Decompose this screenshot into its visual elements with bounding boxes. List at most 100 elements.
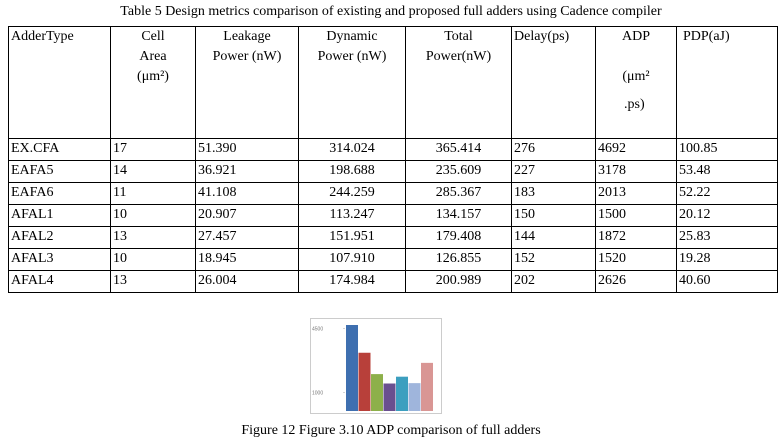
header-cell: Leakage Power (nW) xyxy=(195,26,299,139)
header-line: Dynamic xyxy=(326,29,378,44)
header-line: ADP xyxy=(621,29,650,44)
header-cell: Delay(ps) xyxy=(511,26,596,139)
cell: 52.22 xyxy=(676,182,778,205)
cell: 4692 xyxy=(595,138,677,161)
header-line: Area xyxy=(139,49,167,64)
cell: 41.108 xyxy=(195,182,299,205)
header-cell: Cell Area (μm²) xyxy=(110,26,196,139)
cell: 365.414 xyxy=(405,138,512,161)
cell: 235.609 xyxy=(405,160,512,183)
cell: 276 xyxy=(511,138,596,161)
cell: 17 xyxy=(110,138,196,161)
cell: 53.48 xyxy=(676,160,778,183)
cell: 40.60 xyxy=(676,270,778,293)
header-cell: ADP (μm² .ps) xyxy=(595,26,677,139)
cell: 227 xyxy=(511,160,596,183)
cell: 20.907 xyxy=(195,204,299,227)
data-row: AFAL4 13 26.004 174.984 200.989 202 2626 40.60 xyxy=(8,270,778,293)
cell: 107.910 xyxy=(298,248,406,271)
cell: AFAL1 xyxy=(8,204,111,227)
header-cell: AdderType xyxy=(8,26,111,139)
header-line: Total xyxy=(444,29,473,44)
cell: 144 xyxy=(511,226,596,249)
header-line: Leakage xyxy=(223,29,271,44)
bar xyxy=(358,352,371,411)
cell: AFAL2 xyxy=(8,226,111,249)
data-row: AFAL2 13 27.457 151.951 179.408 144 1872 25.83 xyxy=(8,226,778,249)
cell: 10 xyxy=(110,248,196,271)
header-cell: Total Power(nW) xyxy=(405,26,512,139)
cell: 1520 xyxy=(595,248,677,271)
header-line: Delay(ps) xyxy=(514,29,570,44)
bar xyxy=(396,376,408,411)
cell: 244.259 xyxy=(298,182,406,205)
y-tick-label: 4500 xyxy=(312,327,323,333)
data-row: EX.CFA 17 51.390 314.024 365.414 276 4692 100.8… xyxy=(8,138,778,161)
cell: 179.408 xyxy=(405,226,512,249)
header-line: Power (nW) xyxy=(317,49,387,64)
cell: EAFA5 xyxy=(8,160,111,183)
cell: 20.12 xyxy=(676,204,778,227)
table-caption: Table 5 Design metrics comparison of exi… xyxy=(120,4,662,19)
cell: 134.157 xyxy=(405,204,512,227)
header-line: AdderType xyxy=(11,29,74,44)
adp-chart: 45001000EX.CFEAFA6AFAL xyxy=(310,318,442,414)
metrics-table: AdderType Cell Area (μm²) Leakage Power (nW) D… xyxy=(8,26,778,293)
cell: 11 xyxy=(110,182,196,205)
bar xyxy=(383,383,396,411)
cell: 113.247 xyxy=(298,204,406,227)
cell: 13 xyxy=(110,226,196,249)
cell: 3178 xyxy=(595,160,677,183)
cell: 36.921 xyxy=(195,160,299,183)
cell: AFAL3 xyxy=(8,248,111,271)
cell: EAFA6 xyxy=(8,182,111,205)
cell: 150 xyxy=(511,204,596,227)
cell: 25.83 xyxy=(676,226,778,249)
cell: 13 xyxy=(110,270,196,293)
cell: 200.989 xyxy=(405,270,512,293)
cell: 174.984 xyxy=(298,270,406,293)
cell: 18.945 xyxy=(195,248,299,271)
cell: 285.367 xyxy=(405,182,512,205)
cell: 26.004 xyxy=(195,270,299,293)
data-row: AFAL3 10 18.945 107.910 126.855 152 1520 19.28 xyxy=(8,248,778,271)
cell: 198.688 xyxy=(298,160,406,183)
cell: AFAL4 xyxy=(8,270,111,293)
bar xyxy=(421,362,433,411)
cell: 151.951 xyxy=(298,226,406,249)
bar xyxy=(408,383,421,411)
bar xyxy=(346,325,358,411)
cell: 100.85 xyxy=(676,138,778,161)
header-line: Power (nW) xyxy=(212,49,282,64)
bar xyxy=(371,374,383,411)
data-row: EAFA5 14 36.921 198.688 235.609 227 3178 53.48 xyxy=(8,160,778,183)
cell: 314.024 xyxy=(298,138,406,161)
cell: 183 xyxy=(511,182,596,205)
header-cell: Dynamic Power (nW) xyxy=(298,26,406,139)
header-line: Cell xyxy=(141,29,165,44)
cell: 126.855 xyxy=(405,248,512,271)
data-row: EAFA6 11 41.108 244.259 285.367 183 2013 52.22 xyxy=(8,182,778,205)
header-line: Power(nW) xyxy=(425,49,492,64)
header-line: PDP(aJ) xyxy=(683,29,730,44)
y-tick-label: 1000 xyxy=(312,391,323,397)
header-cell: PDP(aJ) xyxy=(676,26,778,139)
cell: 2013 xyxy=(595,182,677,205)
cell: 1872 xyxy=(595,226,677,249)
header-line: .ps) xyxy=(624,97,645,112)
cell: 51.390 xyxy=(195,138,299,161)
cell: EX.CFA xyxy=(8,138,111,161)
header-line: (μm² xyxy=(622,69,650,84)
header-line: (μm²) xyxy=(137,69,169,84)
header-row: AdderType Cell Area (μm²) Leakage Power (nW) D… xyxy=(8,26,778,139)
cell: 152 xyxy=(511,248,596,271)
cell: 2626 xyxy=(595,270,677,293)
figure-caption: Figure 12 Figure 3.10 ADP comparison of … xyxy=(241,423,541,438)
cell: 19.28 xyxy=(676,248,778,271)
cell: 1500 xyxy=(595,204,677,227)
data-row: AFAL1 10 20.907 113.247 134.157 150 1500 20.12 xyxy=(8,204,778,227)
cell: 202 xyxy=(511,270,596,293)
cell: 27.457 xyxy=(195,226,299,249)
cell: 10 xyxy=(110,204,196,227)
